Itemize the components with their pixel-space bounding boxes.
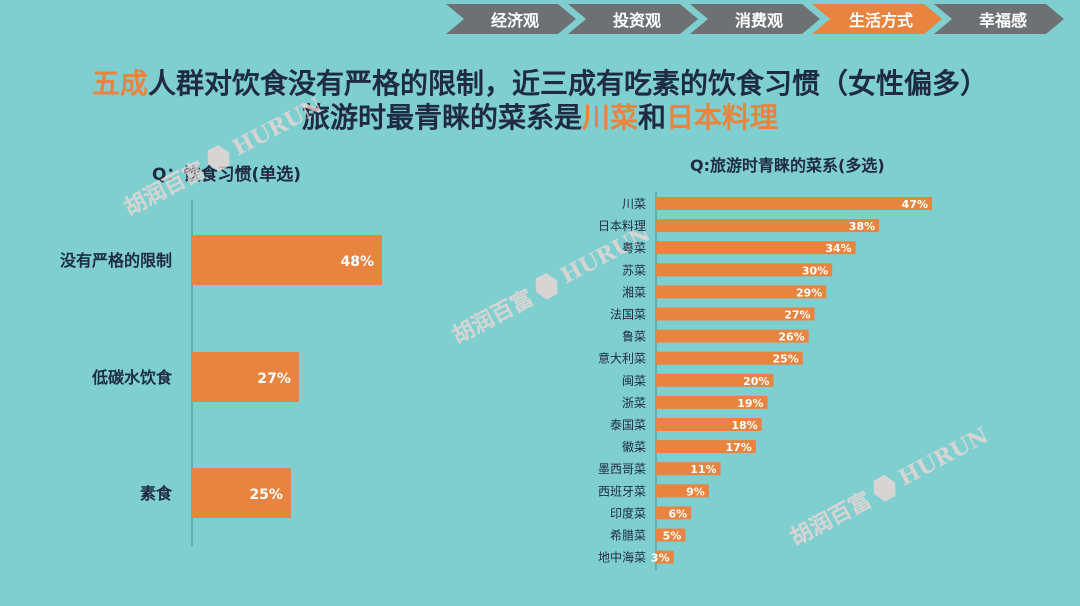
bar-value-label: 48%: [340, 254, 374, 270]
category-label: 西班牙菜: [598, 484, 646, 498]
hurun-hex-icon: [530, 270, 562, 302]
bar: [656, 550, 674, 564]
bar: [656, 329, 809, 343]
bar: [656, 462, 721, 476]
right-chart-title: Q:旅游时青睐的菜系(多选): [690, 156, 885, 175]
bar-value-label: 27%: [784, 309, 810, 322]
left-chart-title: Q：饮食习惯(单选): [152, 165, 301, 185]
nav-tab-lifestyle[interactable]: 生活方式: [812, 4, 942, 34]
title-text: 和: [638, 101, 667, 134]
category-label: 希腊菜: [610, 528, 646, 543]
bar: [656, 219, 880, 233]
bar: [656, 506, 692, 520]
bar-value-label: 47%: [902, 198, 928, 211]
category-label: 印度菜: [610, 505, 646, 520]
category-label: 日本料理: [598, 219, 646, 233]
diet-habit-chart: 48% 没有严格的限制 27% 低碳水饮食 25% 素食: [60, 200, 382, 546]
bar: [656, 418, 762, 431]
bar: [656, 241, 856, 255]
category-label: 低碳水饮食: [91, 368, 173, 387]
bar: [656, 351, 803, 365]
bar-value-label: 19%: [737, 397, 763, 410]
bar: [192, 235, 382, 285]
category-label: 闽菜: [622, 374, 646, 388]
bar-value-label: 17%: [725, 441, 751, 454]
title-highlight: 川菜: [581, 101, 638, 134]
bar-value-label: 38%: [849, 220, 875, 233]
bar-value-label: 6%: [669, 507, 688, 520]
bar: [656, 395, 768, 409]
bar: [656, 528, 686, 542]
category-label: 没有严格的限制: [60, 251, 172, 270]
watermark-cn: 胡润百富: [448, 285, 538, 350]
bar: [192, 352, 299, 402]
bar-value-label: 18%: [731, 419, 757, 432]
category-label: 地中海菜: [598, 550, 646, 565]
title-text: 旅游时最青睐的菜系是: [301, 101, 582, 134]
bar: [656, 307, 815, 321]
bar-value-label: 29%: [796, 286, 822, 299]
bar: [656, 263, 833, 277]
nav-tab-happiness[interactable]: 幸福感: [934, 4, 1064, 34]
page-title-line2: 旅游时最青睐的菜系是川菜和日本料理: [0, 96, 1080, 136]
bar: [656, 285, 827, 299]
bar-value-label: 5%: [663, 530, 682, 543]
category-label: 泰国菜: [610, 418, 646, 432]
bar: [656, 197, 932, 210]
title-highlight: 五成: [91, 67, 148, 100]
bar-value-label: 30%: [802, 264, 828, 277]
bar: [656, 484, 709, 498]
category-label: 徽菜: [622, 439, 646, 454]
nav-tab-investment[interactable]: 投资观: [568, 4, 698, 34]
page-title-line1: 五成人群对饮食没有严格的限制，近三成有吃素的饮食习惯（女性偏多）: [0, 62, 1080, 102]
category-label: 意大利菜: [598, 351, 646, 366]
bar-value-label: 27%: [257, 371, 291, 387]
category-label: 湘菜: [622, 284, 646, 299]
bar-value-label: 11%: [690, 463, 716, 476]
category-label: 苏菜: [622, 263, 646, 277]
title-highlight: 日本料理: [666, 101, 779, 134]
category-label: 浙菜: [622, 396, 646, 410]
bar-value-label: 25%: [249, 487, 283, 503]
bar: [192, 468, 291, 518]
bar-value-label: 20%: [743, 375, 769, 388]
hurun-hex-icon: [202, 142, 234, 174]
category-label: 素食: [140, 484, 173, 503]
title-text: 人群对饮食没有严格的限制，近三成有吃素的饮食习惯（女性偏多）: [148, 67, 989, 100]
bar: [656, 440, 756, 454]
bar-value-label: 25%: [772, 353, 798, 366]
cuisine-preference-chart: 47% 川菜 38% 日本料理 34% 粤菜 30% 苏菜 29% 湘菜 27% 法国菜 26% 鲁菜 25…: [598, 192, 932, 570]
category-label: 鲁菜: [622, 330, 646, 344]
nav-tab-consumption[interactable]: 消费观: [690, 4, 820, 34]
bar-value-label: 26%: [778, 331, 804, 344]
bar-value-label: 34%: [825, 242, 851, 255]
category-label: 粤菜: [622, 240, 646, 255]
category-label: 墨西哥菜: [598, 462, 646, 476]
nav-tab-economy[interactable]: 经济观: [446, 4, 576, 34]
bar: [656, 373, 774, 387]
bar-value-label: 9%: [686, 485, 705, 498]
category-label: 法国菜: [610, 308, 646, 322]
category-label: 川菜: [622, 197, 646, 211]
bar-value-label: 3%: [651, 552, 670, 565]
